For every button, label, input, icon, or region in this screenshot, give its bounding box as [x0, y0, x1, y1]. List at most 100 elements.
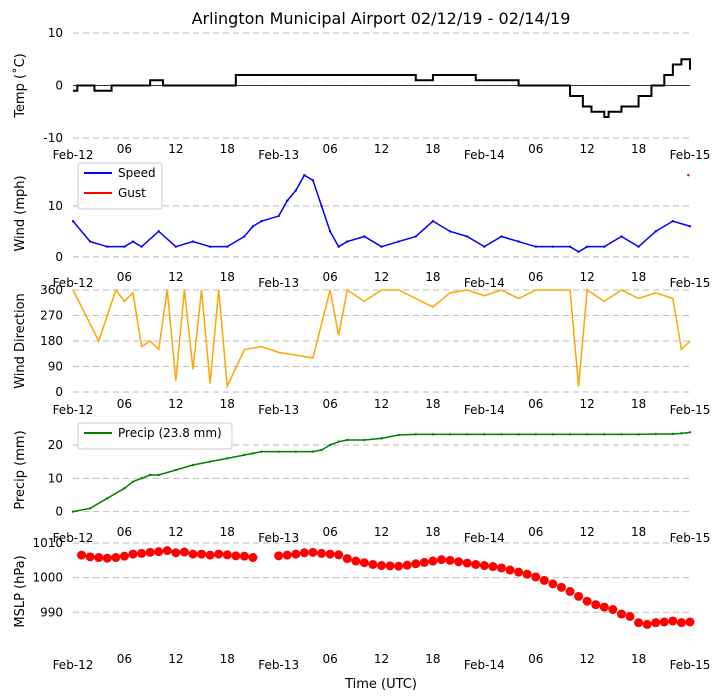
- data-point: [320, 204, 323, 208]
- data-point: [551, 433, 555, 436]
- x-tick-label: 12: [580, 525, 595, 539]
- data-point: [188, 549, 198, 559]
- data-point: [260, 450, 263, 453]
- data-point: [397, 433, 400, 437]
- data-point: [380, 245, 383, 248]
- data-point: [428, 556, 438, 566]
- x-tick-label: 06: [322, 525, 337, 539]
- data-point: [277, 450, 280, 453]
- data-point: [226, 457, 229, 460]
- data-point: [277, 214, 280, 218]
- data-point: [299, 548, 309, 558]
- x-tick-label: 18: [425, 270, 440, 284]
- data-point: [385, 561, 395, 571]
- data-point: [585, 245, 589, 248]
- data-point: [402, 560, 412, 570]
- data-point: [85, 552, 95, 562]
- data-point: [94, 553, 104, 563]
- data-point: [191, 463, 195, 467]
- data-point: [651, 618, 661, 628]
- data-point: [351, 556, 361, 566]
- data-point: [286, 199, 289, 202]
- x-tick-label: 12: [374, 652, 389, 666]
- legend-box: [77, 162, 163, 210]
- y-tick-label: 360: [40, 283, 63, 297]
- x-tick-label: 06: [322, 270, 337, 284]
- legend-label: Speed: [118, 166, 156, 180]
- data-point: [603, 245, 606, 248]
- data-point: [591, 600, 601, 610]
- data-point: [500, 433, 503, 436]
- data-point: [448, 433, 452, 436]
- data-point: [659, 617, 669, 627]
- data-point: [505, 565, 515, 575]
- data-point: [88, 507, 92, 510]
- data-point: [137, 548, 147, 558]
- x-tick-label: Feb-13: [258, 531, 299, 545]
- x-tick-label: Feb-14: [464, 658, 505, 672]
- panel-mslp: 990 1000 1010 MSLP (hPa) Feb-12 06 12 18 Feb-13 0…: [13, 536, 710, 672]
- data-point: [226, 245, 229, 248]
- data-point: [102, 553, 112, 563]
- y-tick-label: 0: [55, 250, 63, 264]
- data-point: [568, 245, 572, 248]
- data-point: [337, 440, 340, 443]
- data-point: [174, 468, 178, 472]
- data-point: [251, 452, 255, 455]
- data-point: [128, 549, 138, 559]
- panel-precip: 0 10 20 Precip (mm) Feb-12 06 12 18 Feb-13 06 12 18…: [13, 422, 710, 545]
- x-tick-label: 06: [322, 397, 337, 411]
- x-tick-label: 18: [220, 525, 235, 539]
- data-point: [131, 240, 135, 243]
- data-point: [140, 245, 143, 248]
- x-tick-label: 12: [580, 652, 595, 666]
- data-point: [291, 549, 301, 559]
- data-point: [346, 438, 349, 442]
- data-point: [71, 510, 75, 513]
- series-line-direction: [72, 288, 691, 390]
- x-tick-label: 06: [117, 270, 132, 284]
- data-point: [483, 433, 486, 436]
- y-tick-label: 0: [55, 385, 63, 399]
- data-point: [243, 453, 246, 457]
- data-point: [462, 558, 472, 568]
- data-point: [363, 438, 366, 442]
- data-point: [582, 596, 592, 606]
- data-point: [577, 250, 580, 253]
- data-point: [311, 179, 315, 182]
- y-tick-label: 10: [48, 26, 63, 40]
- data-point: [637, 433, 640, 436]
- data-point: [363, 235, 366, 238]
- x-tick-label: 18: [220, 652, 235, 666]
- data-point: [496, 563, 506, 573]
- x-axis-label: Time (UTC): [344, 677, 417, 692]
- x-tick-label: 06: [117, 397, 132, 411]
- series-line-speed: [72, 174, 691, 253]
- data-point: [368, 559, 378, 569]
- data-point: [568, 433, 572, 436]
- data-point: [260, 219, 263, 223]
- data-point: [556, 582, 566, 592]
- x-tick-label: 06: [322, 142, 337, 156]
- x-tick-label: 12: [374, 270, 389, 284]
- y-tick-label: 1000: [32, 571, 63, 585]
- y-axis-label: Wind Direction: [13, 293, 28, 389]
- x-tick-label: Feb-13: [258, 658, 299, 672]
- y-tick-label: 0: [55, 505, 63, 519]
- data-point: [680, 432, 683, 435]
- x-tick-label: 18: [425, 397, 440, 411]
- data-point: [337, 245, 340, 248]
- data-point: [294, 189, 298, 192]
- data-point: [411, 559, 421, 569]
- data-point: [671, 432, 675, 436]
- x-tick-label: 18: [220, 142, 235, 156]
- panel-wind: 0 10 Wind (mph) Feb-12 06 12 18 Feb-13 06 12 18 Feb…: [13, 162, 710, 290]
- data-point: [303, 174, 306, 177]
- data-point: [431, 433, 435, 436]
- x-tick-label: 12: [580, 397, 595, 411]
- data-point: [174, 245, 178, 248]
- data-point: [157, 230, 160, 233]
- x-tick-label: 12: [374, 397, 389, 411]
- data-point: [620, 235, 623, 238]
